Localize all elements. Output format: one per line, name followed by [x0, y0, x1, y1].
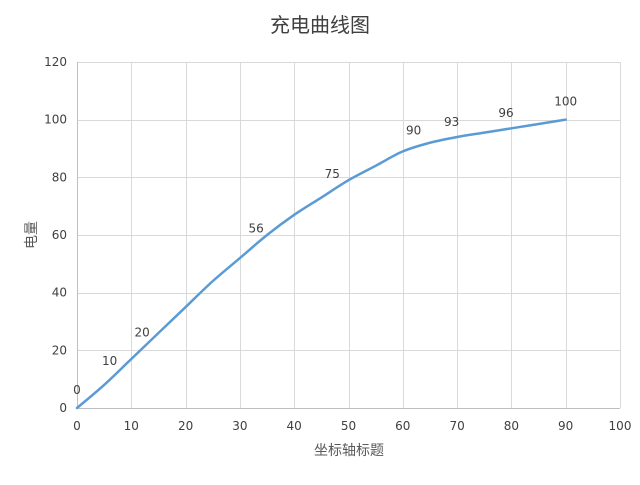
x-tick-label: 70	[449, 419, 464, 433]
y-tick-label: 120	[44, 55, 67, 69]
x-tick-label: 80	[504, 419, 519, 433]
series	[75, 118, 567, 410]
data-label: 75	[325, 167, 340, 181]
data-label: 100	[554, 95, 577, 109]
axes	[77, 62, 620, 409]
y-tick-label: 80	[52, 170, 67, 184]
x-tick-label: 50	[341, 419, 356, 433]
y-tick-label: 100	[44, 113, 67, 127]
x-tick-label: 40	[287, 419, 302, 433]
x-tick-label: 0	[73, 419, 81, 433]
data-label: 10	[102, 354, 117, 368]
y-tick-label: 60	[52, 228, 67, 242]
y-axis-title: 电量	[24, 221, 40, 249]
series-line	[75, 118, 567, 410]
data-label: 96	[498, 106, 513, 120]
gridlines	[77, 62, 621, 408]
data-label: 93	[444, 115, 459, 129]
data-labels: 0 10 20 56 75 90 93 96 100	[73, 95, 577, 397]
x-tick-label: 100	[609, 419, 632, 433]
x-tick-label: 20	[178, 419, 193, 433]
x-tick-label: 60	[395, 419, 410, 433]
x-tick-label: 10	[124, 419, 139, 433]
data-label: 20	[135, 325, 150, 339]
y-tick-label: 40	[52, 286, 67, 300]
x-tick-label: 90	[558, 419, 573, 433]
chart-title: 充电曲线图	[270, 13, 370, 37]
x-axis-title: 坐标轴标题	[314, 443, 384, 459]
data-label: 90	[406, 124, 421, 138]
y-tick-label: 0	[59, 401, 67, 415]
data-label: 0	[73, 383, 81, 397]
data-label: 56	[249, 222, 264, 236]
y-tick-label: 20	[52, 343, 67, 357]
x-tick-label: 30	[232, 419, 247, 433]
